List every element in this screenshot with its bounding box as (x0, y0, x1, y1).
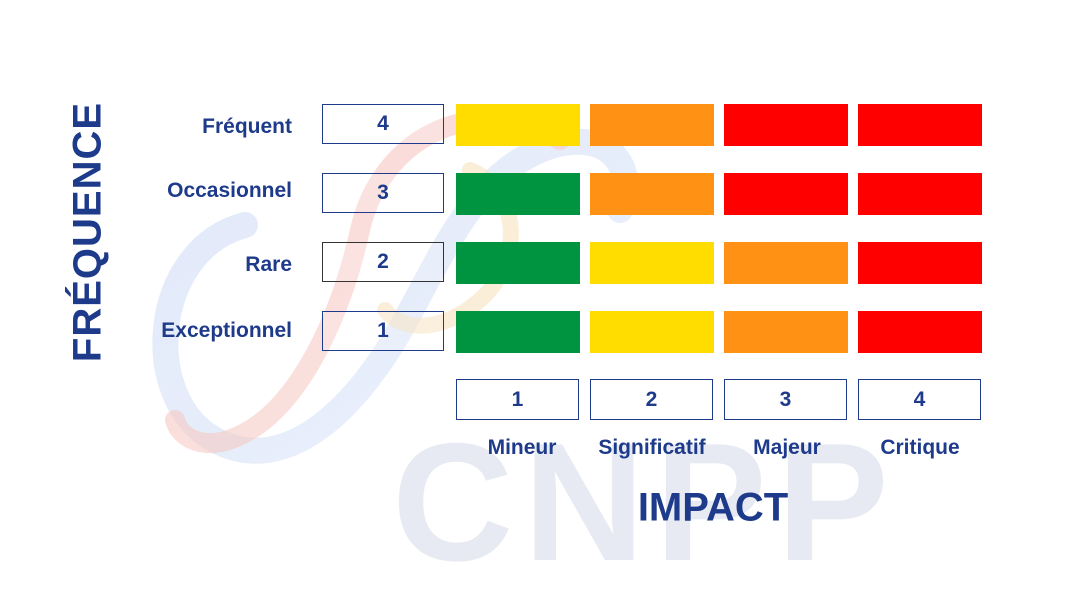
impact-axis-title: IMPACT (637, 485, 789, 530)
matrix-cell (590, 104, 714, 146)
column-label-mineur: Mineur (487, 436, 557, 459)
matrix-cell (590, 311, 714, 353)
matrix-cell (456, 242, 580, 284)
row-label-rare: Rare (245, 253, 292, 276)
row-score-value: 4 (377, 112, 389, 135)
row-score-box: 4 (322, 104, 444, 144)
row-score-box: 1 (322, 311, 444, 351)
matrix-cell (724, 173, 848, 215)
row-score-box: 3 (322, 173, 444, 213)
column-label-critique: Critique (880, 436, 960, 459)
row-label-exceptionnel: Exceptionnel (161, 319, 292, 342)
matrix-cell (456, 104, 580, 146)
row-score-box: 2 (322, 242, 444, 282)
matrix-cell (724, 242, 848, 284)
row-label-occasionnel: Occasionnel (167, 179, 292, 202)
column-score-box: 3 (724, 379, 847, 420)
column-label-majeur: Majeur (753, 436, 821, 459)
column-score-box: 4 (858, 379, 981, 420)
matrix-cell (724, 311, 848, 353)
matrix-cell (590, 173, 714, 215)
matrix-cell (858, 104, 982, 146)
column-score-value: 2 (645, 387, 658, 411)
column-score-value: 3 (779, 387, 792, 411)
row-score-value: 1 (377, 319, 389, 342)
frequency-axis-title: FRÉQUENCE (65, 101, 110, 363)
watermark-logo-text: CNPP (392, 408, 899, 596)
row-score-value: 2 (377, 250, 389, 273)
matrix-cell (858, 173, 982, 215)
column-label-significatif: Significatif (598, 436, 706, 459)
row-label-frequent: Fréquent (202, 115, 292, 138)
matrix-cell (456, 311, 580, 353)
column-score-box: 2 (590, 379, 713, 420)
row-score-value: 3 (377, 181, 389, 204)
matrix-cell (858, 311, 982, 353)
matrix-cell (590, 242, 714, 284)
column-score-box: 1 (456, 379, 579, 420)
matrix-cell (724, 104, 848, 146)
matrix-cell (456, 173, 580, 215)
matrix-cell (858, 242, 982, 284)
column-score-value: 1 (511, 387, 524, 411)
column-score-value: 4 (913, 387, 926, 411)
